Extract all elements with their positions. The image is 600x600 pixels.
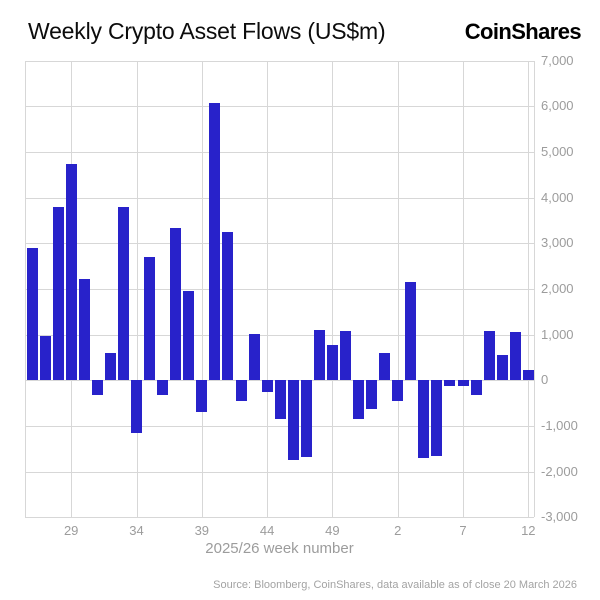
bar-week-49 (326, 345, 338, 381)
x-tick-label: 12 (521, 523, 536, 538)
bar-week-44 (261, 380, 273, 392)
bar-week-47 (300, 380, 312, 458)
gridline-horizontal (25, 289, 534, 290)
bar-week-52 (366, 380, 378, 410)
gridline-vertical (201, 60, 203, 518)
x-tick-label: 39 (194, 523, 210, 538)
page-title: Weekly Crypto Asset Flows (US$m) (28, 18, 386, 44)
y-tick-label: 1,000 (541, 326, 574, 342)
x-tick-label: 29 (63, 523, 79, 538)
bar-week-42 (235, 380, 247, 401)
x-tick-label: 7 (459, 523, 467, 538)
gridline-horizontal (25, 517, 534, 519)
gridline-vertical (332, 60, 334, 518)
bar-week-43 (248, 334, 260, 381)
x-tick-label: 2 (394, 523, 402, 538)
bar-week-34 (131, 380, 142, 433)
gridline-vertical (528, 60, 530, 518)
x-axis-title: 2025/26 week number (205, 540, 354, 557)
bar-week-7 (457, 380, 469, 387)
y-tick-label: 7,000 (541, 52, 574, 68)
bar-week-36 (157, 380, 169, 395)
bar-week-2 (392, 380, 404, 402)
bar-week-39 (196, 380, 208, 413)
plot-border (25, 60, 26, 518)
gridline-horizontal (25, 106, 534, 108)
gridline-horizontal (25, 60, 534, 62)
gridline-vertical (267, 60, 269, 518)
bar-week-3 (405, 281, 417, 381)
bar-week-1 (379, 353, 391, 381)
x-tick-label: 34 (129, 523, 144, 538)
bar-week-11 (509, 331, 521, 381)
gridline-horizontal (25, 243, 534, 245)
y-tick-label: 2,000 (541, 281, 574, 296)
bar-week-27 (39, 335, 51, 381)
x-tick-label: 44 (259, 523, 275, 538)
y-tick-label: 0 (541, 372, 549, 388)
y-tick-label: 3,000 (541, 235, 574, 251)
bar-week-41 (222, 231, 234, 381)
y-tick-label: -3,000 (541, 509, 578, 525)
plot-border (534, 60, 535, 518)
gridline-horizontal (25, 152, 534, 154)
bar-week-33 (117, 206, 129, 381)
bar-week-10 (496, 355, 508, 381)
source-note: Source: Bloomberg, CoinShares, data avai… (213, 579, 577, 591)
bar-week-12 (522, 369, 534, 381)
bar-week-8 (470, 380, 482, 396)
bar-week-6 (444, 380, 456, 387)
gridline-horizontal (25, 334, 534, 336)
bar-week-35 (144, 256, 155, 381)
x-tick-label: 49 (325, 523, 340, 538)
bar-week-51 (353, 380, 364, 419)
y-tick-label: 6,000 (541, 98, 574, 114)
bar-week-26 (26, 247, 38, 381)
bar-week-48 (313, 329, 325, 381)
gridline-horizontal (25, 471, 534, 473)
gridline-vertical (463, 60, 464, 518)
y-tick-label: -2,000 (541, 463, 578, 479)
bar-week-31 (91, 380, 103, 395)
y-tick-label: -1,000 (541, 417, 578, 433)
bar-week-37 (170, 227, 182, 381)
bar-week-28 (52, 206, 64, 381)
bar-week-30 (78, 279, 90, 381)
bar-week-4 (418, 380, 430, 459)
bar-week-46 (287, 380, 299, 461)
y-tick-label: 5,000 (541, 144, 574, 160)
coinshares-logo: CoinShares (464, 19, 582, 44)
bar-week-38 (183, 291, 195, 381)
gridline-horizontal (25, 425, 534, 427)
bar-week-40 (209, 102, 221, 381)
bar-week-5 (431, 380, 443, 457)
bar-week-29 (65, 163, 77, 381)
bar-week-9 (483, 331, 495, 381)
bar-week-45 (274, 380, 286, 420)
gridline-vertical (397, 60, 399, 518)
gridline-vertical (136, 60, 138, 518)
y-tick-label: 4,000 (541, 189, 574, 205)
gridline-horizontal (25, 197, 534, 199)
bar-week-32 (104, 353, 116, 381)
bar-week-50 (339, 330, 351, 381)
